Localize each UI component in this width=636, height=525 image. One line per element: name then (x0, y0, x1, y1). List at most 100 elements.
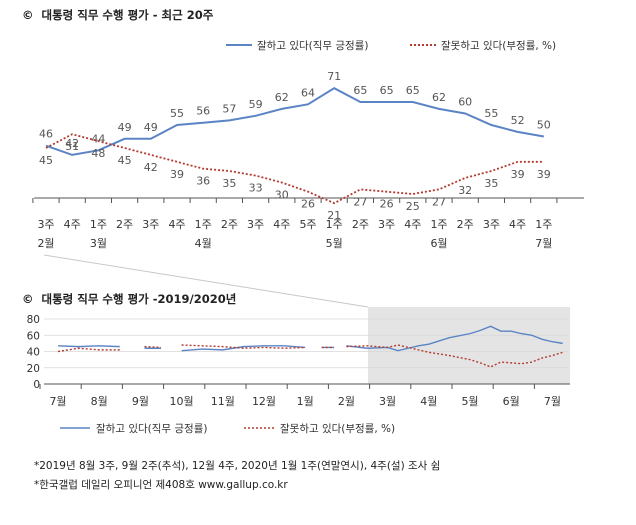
x-tick-label-top: 1주 (326, 218, 343, 231)
x-tick-label-bottom: 1월 (297, 395, 314, 408)
data-label-approve: 65 (353, 84, 367, 97)
y-tick-label-bottom: 80 (27, 314, 40, 326)
zoom-connector (43, 254, 369, 308)
x-month-label-top: 4월 (195, 237, 212, 250)
data-label-disapprove: 39 (537, 168, 551, 181)
x-tick-label-bottom: 7월 (544, 395, 561, 408)
data-label-disapprove: 48 (91, 147, 105, 160)
x-tick-label-top: 4주 (404, 218, 421, 231)
chart-title-bottom: © 대통령 직무 수행 평가 -2019/2020년 (22, 291, 236, 307)
data-label-disapprove: 45 (39, 154, 53, 167)
data-label-disapprove: 26 (380, 198, 394, 211)
x-tick-label-top: 4주 (168, 218, 185, 231)
x-tick-label-bottom: 11월 (211, 395, 235, 408)
data-label-disapprove: 51 (65, 140, 79, 153)
data-label-disapprove: 33 (249, 182, 263, 195)
data-label-disapprove: 32 (458, 184, 472, 197)
data-label-approve: 55 (170, 107, 184, 120)
x-tick-label-top: 2주 (352, 218, 369, 231)
data-label-approve: 65 (380, 84, 394, 97)
footnote-survey-gaps: *2019년 8월 3주, 9월 2주(추석), 12월 4주, 2020년 1… (34, 460, 441, 472)
x-tick-label-bottom: 12월 (252, 395, 276, 408)
chart-title-top: © 대통령 직무 수행 평가 - 최근 20주 (22, 7, 213, 23)
x-tick-label-top: 1주 (430, 218, 447, 231)
data-label-disapprove: 35 (222, 177, 236, 190)
series-line-bottom-approve (346, 325, 563, 352)
y-tick-label-bottom: 60 (27, 330, 40, 342)
x-tick-label-top: 1주 (90, 218, 107, 231)
x-tick-label-bottom: 8월 (91, 395, 108, 408)
data-label-approve: 42 (65, 137, 79, 150)
x-tick-label-bottom: 7월 (49, 395, 66, 408)
data-label-disapprove: 45 (118, 154, 132, 167)
x-tick-label-top: 2주 (221, 218, 238, 231)
copyright-icon: © (22, 8, 34, 22)
data-label-disapprove: 27 (432, 195, 446, 208)
series-line-disapprove (45, 133, 544, 205)
data-label-disapprove: 35 (484, 177, 498, 190)
x-tick-label-top: 2주 (457, 218, 474, 231)
series-line-bottom-disapprove (144, 345, 162, 349)
y-tick-label-bottom: 0 (33, 379, 40, 391)
x-tick-label-bottom: 2월 (338, 395, 355, 408)
x-tick-label-bottom: 6월 (503, 395, 520, 408)
data-label-disapprove: 39 (170, 168, 184, 181)
x-tick-label-top: 3주 (37, 218, 54, 231)
x-tick-label-top: 2주 (116, 218, 133, 231)
x-tick-label-top: 4주 (273, 218, 290, 231)
x-month-label-top: 6월 (430, 237, 447, 250)
x-tick-label-top: 3주 (378, 218, 395, 231)
x-tick-label-top: 3주 (247, 218, 264, 231)
legend-label-bottom-approve: 잘하고 있다(직무 긍정률) (96, 422, 207, 435)
data-label-approve: 65 (406, 84, 420, 97)
title-text-top: 대통령 직무 수행 평가 - 최근 20주 (41, 8, 214, 22)
data-label-approve: 71 (327, 70, 341, 83)
y-tick-label-bottom: 20 (27, 363, 40, 375)
x-tick-label-bottom: 9월 (132, 395, 149, 408)
data-label-approve: 62 (275, 91, 289, 104)
legend-label-disapprove: 잘못하고 있다(부정률, %) (441, 39, 556, 52)
x-month-label-top: 7월 (535, 237, 552, 250)
series-line-bottom-approve (181, 345, 306, 352)
data-label-disapprove: 42 (144, 161, 158, 174)
data-label-approve: 49 (144, 121, 158, 134)
data-label-approve: 50 (537, 119, 551, 132)
data-label-approve: 55 (484, 107, 498, 120)
data-label-approve: 62 (432, 91, 446, 104)
x-tick-label-top: 4주 (509, 218, 526, 231)
series-line-bottom-disapprove (181, 344, 306, 349)
x-month-label-top: 2월 (37, 237, 54, 250)
footnote-source: *한국갤럽 데일리 오피니언 제408호 www.gallup.co.kr (34, 479, 288, 491)
data-label-disapprove: 27 (353, 195, 367, 208)
data-label-approve: 52 (511, 114, 525, 127)
data-label-approve: 64 (301, 86, 315, 99)
series-line-bottom-approve (57, 345, 120, 348)
x-tick-label-top: 5주 (299, 218, 316, 231)
highlight-region (368, 307, 570, 384)
y-tick-label-bottom: 40 (27, 347, 40, 359)
data-label-approve: 57 (222, 102, 236, 115)
data-label-approve: 56 (196, 105, 210, 118)
x-month-label-top: 5월 (326, 237, 343, 250)
x-tick-label-top: 1주 (535, 218, 552, 231)
data-label-approve: 49 (118, 121, 132, 134)
data-label-disapprove: 26 (301, 198, 315, 211)
data-label-approve: 59 (249, 98, 263, 111)
x-tick-label-bottom: 4월 (420, 395, 437, 408)
data-label-disapprove: 21 (327, 209, 341, 222)
x-tick-label-top: 1주 (195, 218, 212, 231)
x-tick-label-bottom: 10월 (170, 395, 194, 408)
x-month-label-top: 3월 (90, 237, 107, 250)
copyright-icon: © (22, 292, 34, 306)
legend-label-bottom-disapprove: 잘못하고 있다(부정률, %) (280, 422, 395, 435)
x-tick-label-top: 4주 (64, 218, 81, 231)
title-text-bottom: 대통령 직무 수행 평가 -2019/2020년 (41, 292, 237, 306)
data-label-disapprove: 36 (196, 175, 210, 188)
data-label-disapprove: 30 (275, 189, 289, 202)
x-tick-label-bottom: 3월 (379, 395, 396, 408)
data-label-disapprove: 25 (406, 200, 420, 213)
series-line-approve (45, 87, 544, 156)
data-label-disapprove: 39 (511, 168, 525, 181)
series-line-bottom-disapprove (57, 347, 120, 353)
